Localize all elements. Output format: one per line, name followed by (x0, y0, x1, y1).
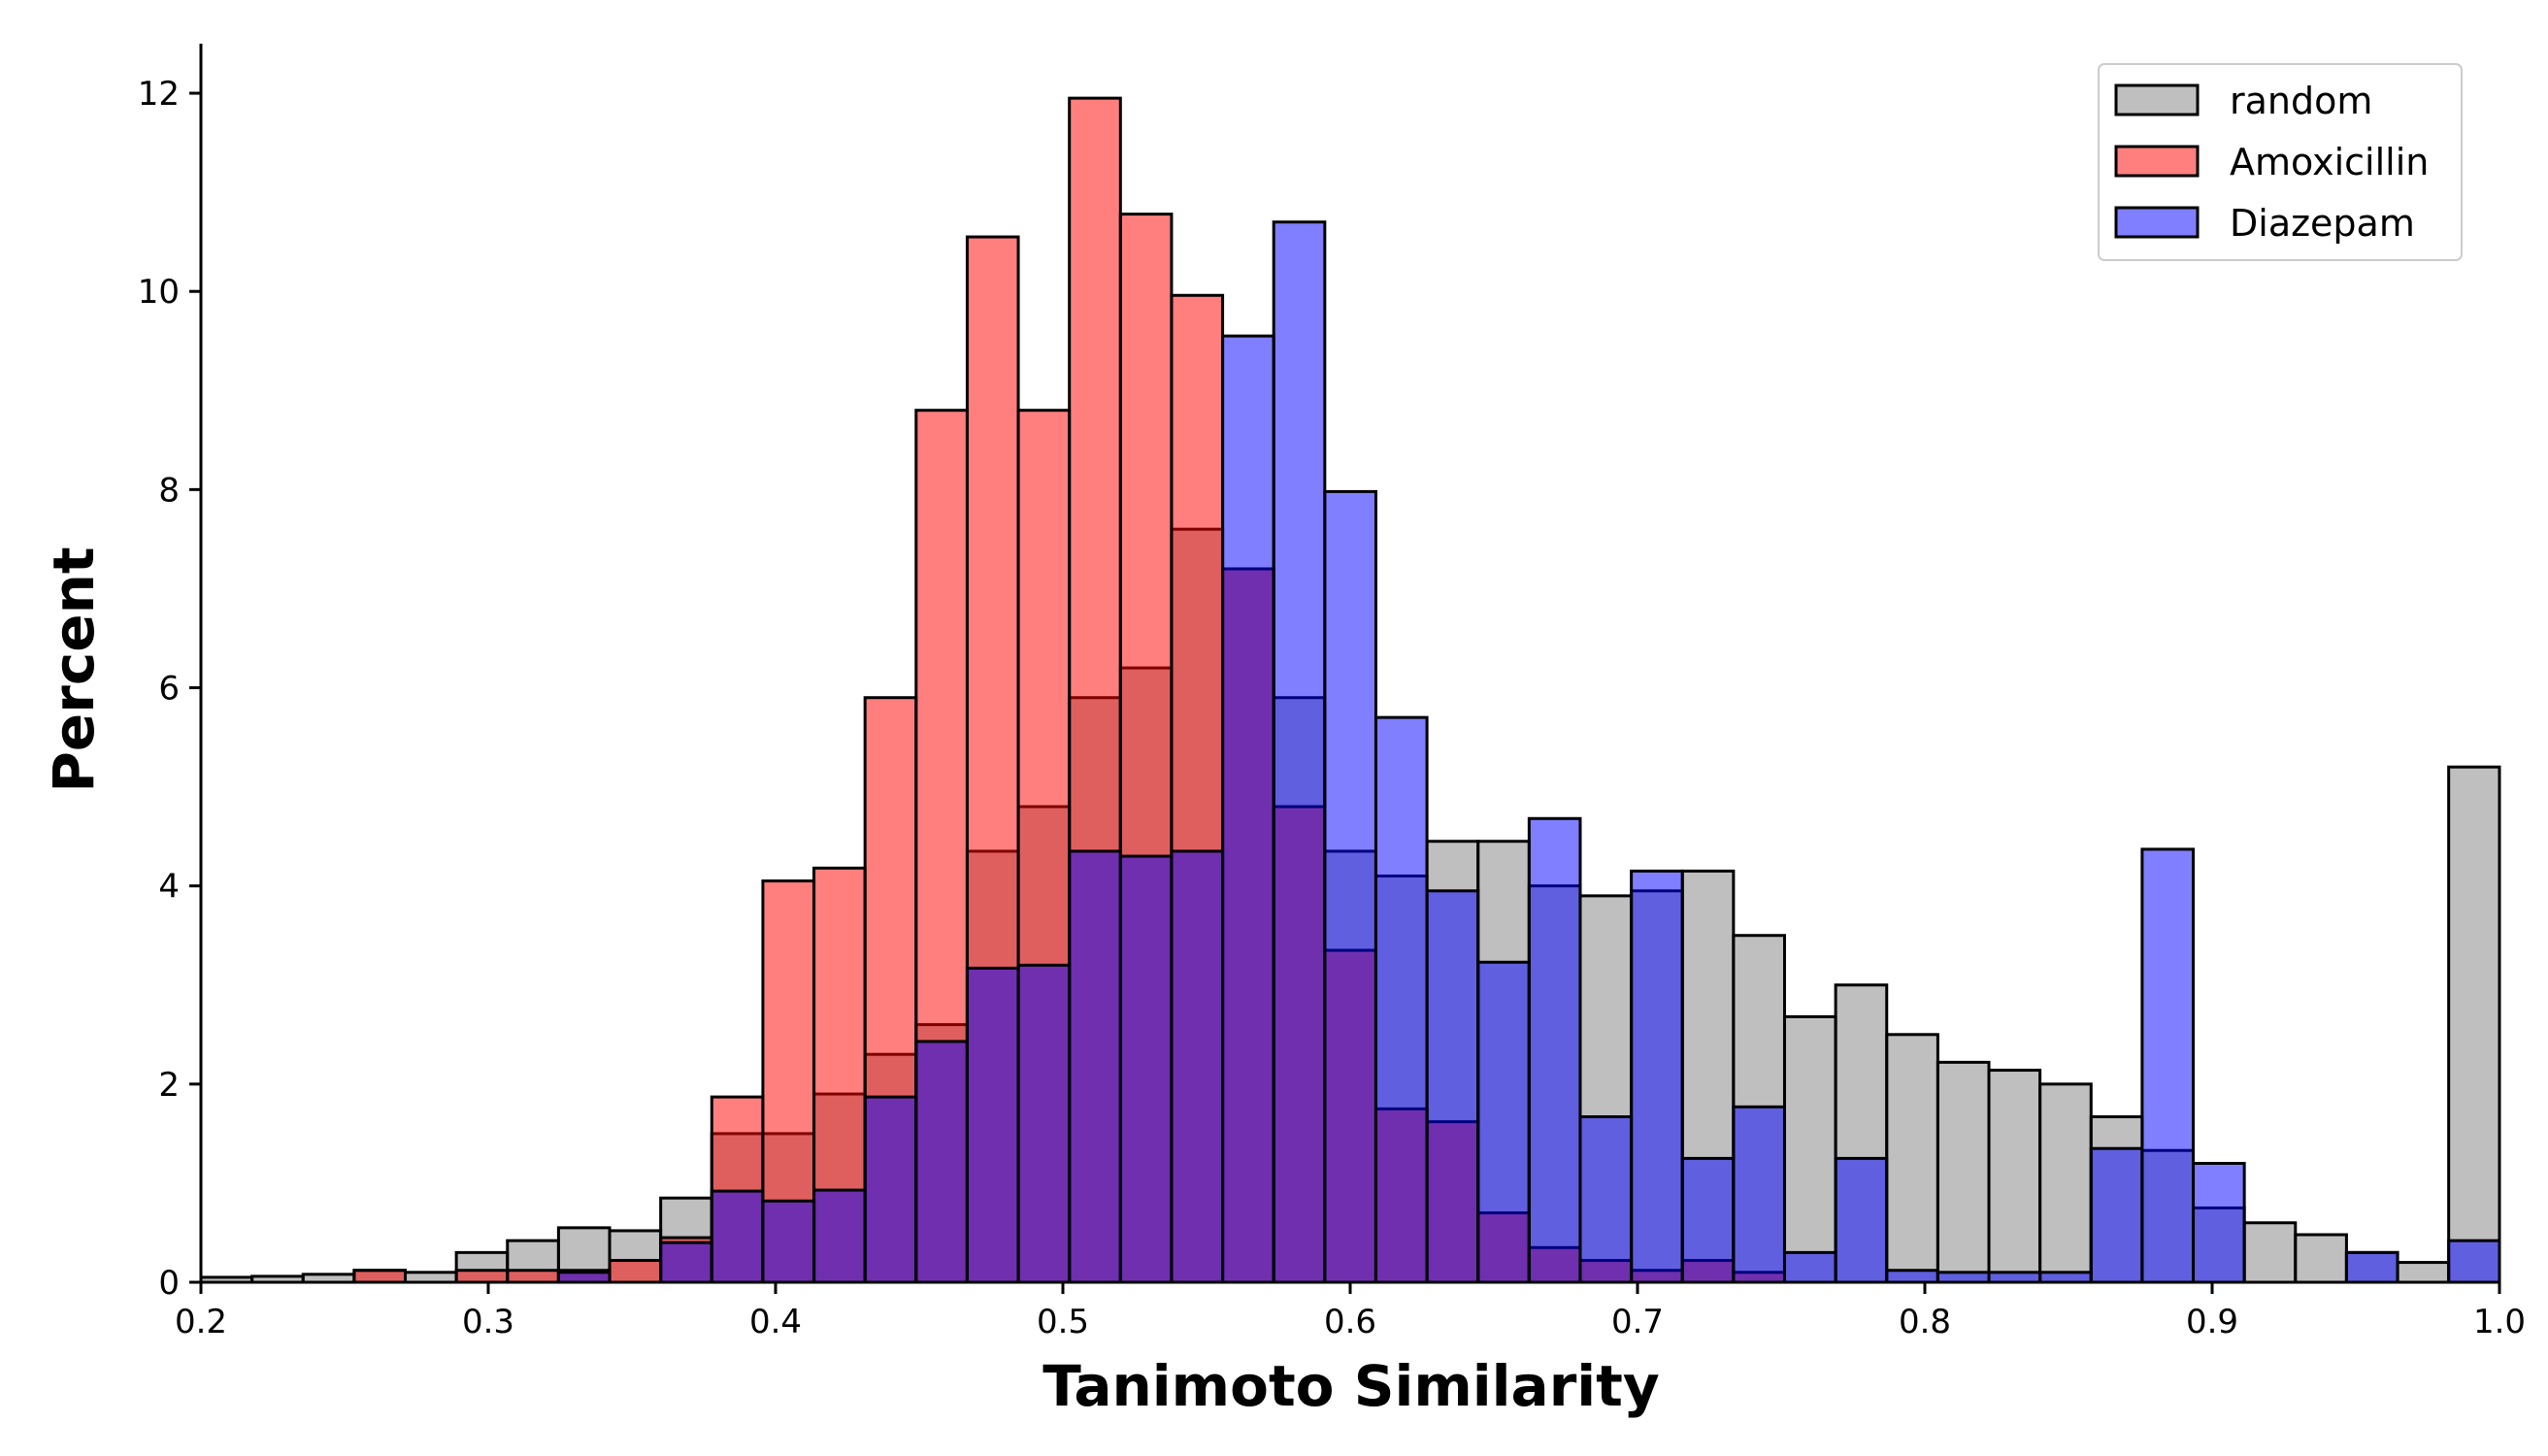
bar-diazepam-44 (2447, 1239, 2501, 1284)
bar-diazepam-17 (1068, 849, 1122, 1284)
x-tick-label: 0.3 (462, 1303, 514, 1341)
bar-diazepam-11 (761, 1199, 816, 1284)
y-tick-label: 8 (158, 471, 180, 510)
bar-diazepam-34 (1936, 1271, 1991, 1284)
bar-diazepam-19 (1170, 849, 1225, 1284)
bar-diazepam-30 (1732, 1105, 1786, 1284)
legend-label-diazepam: Diazepam (2230, 202, 2415, 245)
bar-diazepam-12 (812, 1188, 867, 1284)
bar-random-35 (1987, 1069, 2042, 1284)
bar-diazepam-39 (2192, 1162, 2246, 1284)
bar-diazepam-23 (1373, 715, 1429, 1284)
bar-diazepam-42 (2344, 1250, 2399, 1284)
legend-swatch-diazepam (2114, 206, 2200, 239)
bar-diazepam-16 (1016, 963, 1072, 1284)
bar-diazepam-10 (710, 1189, 765, 1284)
legend-label-amoxicillin: Amoxicillin (2230, 141, 2429, 183)
bar-diazepam-28 (1630, 869, 1684, 1284)
y-tick-label: 12 (138, 75, 180, 114)
bar-diazepam-22 (1323, 489, 1377, 1284)
y-axis-title: Percent (41, 546, 107, 792)
bar-diazepam-15 (965, 966, 1020, 1284)
series-diazepam (556, 220, 2501, 1284)
x-tick-label: 0.6 (1324, 1303, 1376, 1341)
bar-diazepam-25 (1476, 960, 1531, 1284)
x-tick-label: 0.8 (1899, 1303, 1951, 1341)
x-tick-label: 1.0 (2473, 1303, 2526, 1341)
bar-diazepam-38 (2140, 847, 2196, 1284)
bar-random-33 (1885, 1033, 1939, 1284)
x-tick-label: 0.2 (175, 1303, 227, 1341)
bar-diazepam-18 (1118, 854, 1174, 1284)
bar-diazepam-24 (1425, 889, 1480, 1284)
x-axis-title: Tanimoto Similarity (1042, 1353, 1659, 1419)
y-tick-label: 6 (158, 670, 180, 709)
bar-amoxicillin-5 (454, 1269, 510, 1284)
bar-random-40 (2242, 1221, 2298, 1284)
bar-diazepam-27 (1578, 1115, 1634, 1284)
y-tick-label: 2 (158, 1066, 180, 1105)
x-tick-label: 0.5 (1037, 1303, 1089, 1341)
bar-random-36 (2038, 1082, 2093, 1284)
ticks-layer: 0.2 0.3 0.4 0.5 0.6 0.7 0.8 0.9 1.0 0 2 4 6 8 10 12 (138, 75, 2526, 1341)
bar-diazepam-14 (914, 1040, 969, 1284)
bar-random-41 (2294, 1233, 2348, 1284)
bar-diazepam-31 (1782, 1250, 1837, 1284)
bar-diazepam-29 (1680, 1156, 1736, 1284)
legend: random Amoxicillin Diazepam (2098, 63, 2463, 261)
bar-diazepam-21 (1272, 220, 1327, 1284)
bar-diazepam-36 (2038, 1271, 2093, 1284)
bar-diazepam-13 (863, 1095, 918, 1284)
x-tick-label: 0.4 (749, 1303, 802, 1341)
bar-amoxicillin-6 (506, 1269, 560, 1284)
bar-random-43 (2396, 1261, 2451, 1284)
bar-random-31 (1782, 1014, 1837, 1284)
x-tick-label: 0.9 (2186, 1303, 2238, 1341)
bar-amoxicillin-3 (352, 1269, 408, 1284)
y-tick-label: 10 (138, 273, 180, 312)
bar-random-4 (404, 1271, 458, 1284)
bar-diazepam-9 (659, 1241, 713, 1284)
y-tick-label: 0 (158, 1264, 180, 1303)
y-tick-label: 4 (158, 868, 180, 907)
bar-diazepam-37 (2089, 1146, 2144, 1284)
legend-label-random: random (2230, 80, 2372, 122)
bar-random-34 (1936, 1060, 1991, 1284)
bar-diazepam-20 (1221, 334, 1275, 1284)
bar-random-44 (2447, 765, 2501, 1284)
bar-diazepam-32 (1834, 1156, 1889, 1284)
legend-swatch-amoxicillin (2114, 145, 2200, 178)
x-tick-label: 0.7 (1611, 1303, 1664, 1341)
bar-diazepam-33 (1885, 1269, 1939, 1284)
bar-diazepam-26 (1527, 816, 1582, 1284)
bar-diazepam-7 (556, 1271, 612, 1284)
bar-diazepam-35 (1987, 1271, 2042, 1284)
bar-amoxicillin-8 (608, 1259, 663, 1284)
bars-layer (199, 96, 2501, 1284)
legend-swatch-random (2114, 83, 2200, 116)
